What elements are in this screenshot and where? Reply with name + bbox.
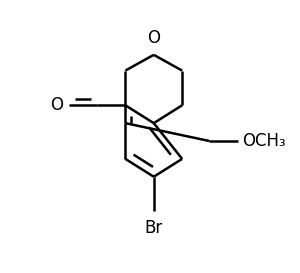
- Text: O: O: [50, 96, 63, 114]
- Text: OCH₃: OCH₃: [242, 132, 286, 150]
- Text: Br: Br: [145, 219, 163, 237]
- Text: O: O: [147, 29, 160, 48]
